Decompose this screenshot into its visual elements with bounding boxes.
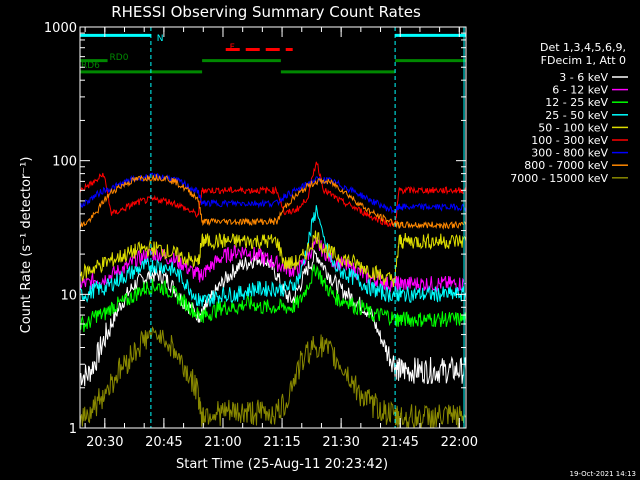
- series-50-100-kev: [79, 230, 467, 288]
- y-tick-label: 10: [60, 288, 77, 303]
- legend-label-25-50-kev: 25 - 50 keV: [545, 109, 608, 122]
- y-tick-label: 1000: [44, 21, 77, 36]
- flag-label-n: N: [157, 34, 164, 44]
- series-25-50-kev: [79, 205, 467, 307]
- series-800-7000-kev: [79, 174, 467, 230]
- y-tick-label: 100: [52, 155, 77, 170]
- legend-label-800-7000-kev: 800 - 7000 keV: [524, 159, 608, 172]
- legend-label-7000-15000-kev: 7000 - 15000 keV: [510, 172, 608, 185]
- flag-label-f: F: [230, 43, 235, 53]
- series-3-6-kev: [79, 248, 467, 387]
- y-axis-label: Count Rate (s⁻¹ detector⁻¹): [19, 157, 34, 334]
- x-tick-label: 21:30: [322, 435, 359, 450]
- x-tick-label: 21:45: [381, 435, 418, 450]
- legend: Det 1,3,4,5,6,9, FDecim 1, Att 0 3 - 6 k…: [510, 41, 628, 185]
- x-tick-label: 22:00: [441, 435, 478, 450]
- flag-label-rd6: RD6: [81, 61, 100, 71]
- x-tick-label: 20:30: [86, 435, 123, 450]
- footer-date: 19-Oct-2021 14:13: [570, 470, 636, 478]
- legend-header-line-2: FDecim 1, Att 0: [541, 54, 626, 67]
- legend-label-300-800-kev: 300 - 800 keV: [531, 147, 608, 160]
- legend-label-3-6-kev: 3 - 6 keV: [559, 71, 608, 84]
- flag-bars: N F RD0 RD6: [80, 33, 466, 74]
- series-100-300-kev: [79, 161, 467, 228]
- legend-label-100-300-kev: 100 - 300 keV: [531, 134, 608, 147]
- x-axis-label: Start Time (25-Aug-11 20:23:42): [176, 457, 388, 472]
- y-tick-label: 1: [69, 422, 77, 437]
- flag-label-rd0: RD0: [110, 53, 129, 63]
- legend-label-12-25-kev: 12 - 25 keV: [545, 96, 608, 109]
- legend-label-6-12-kev: 6 - 12 keV: [552, 84, 608, 97]
- x-tick-label: 21:15: [263, 435, 300, 450]
- plot-border: [79, 26, 467, 429]
- series-lines: [79, 161, 467, 429]
- legend-header-line-1: Det 1,3,4,5,6,9,: [540, 41, 626, 54]
- legend-label-50-100-kev: 50 - 100 keV: [538, 121, 608, 134]
- series-12-25-kev: [79, 264, 467, 333]
- x-tick-label: 20:45: [145, 435, 182, 450]
- x-tick-label: 21:00: [204, 435, 241, 450]
- chart-title: RHESSI Observing Summary Count Rates: [111, 3, 421, 21]
- series-7000-15000-kev: [79, 326, 467, 429]
- plot-frame: 1 10 100 1000 20:30 20:45 21:00 21:15 21:30 21:45…: [44, 21, 478, 450]
